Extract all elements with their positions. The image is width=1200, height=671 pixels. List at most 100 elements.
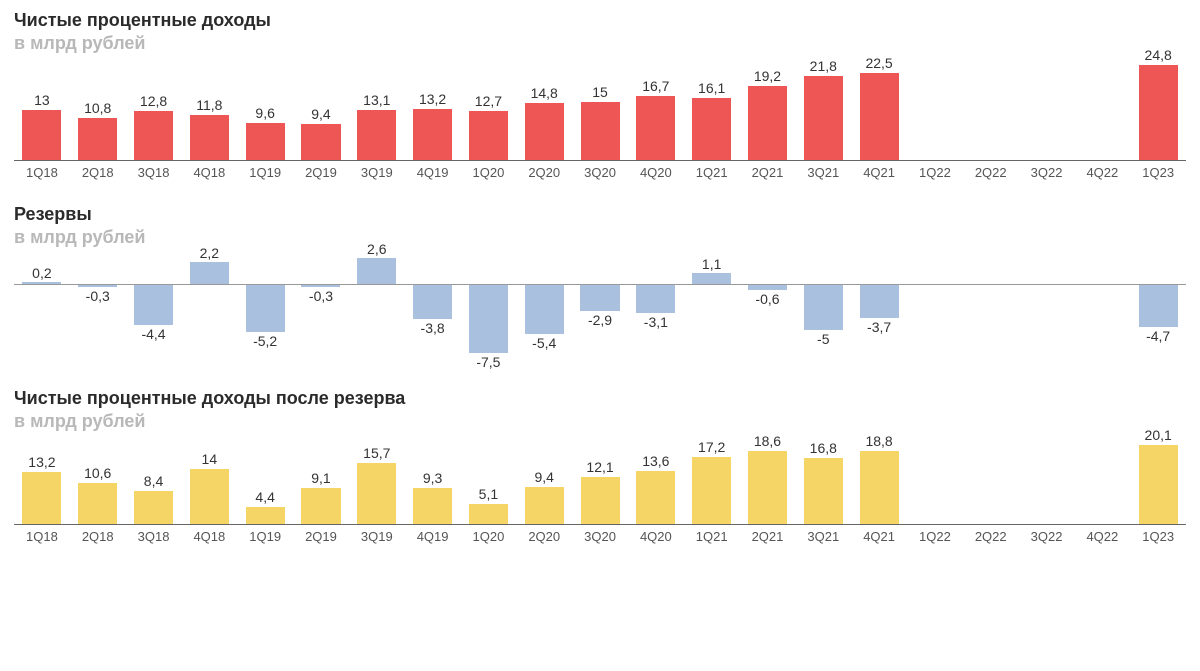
bar <box>22 110 61 160</box>
bar <box>748 451 787 524</box>
x-axis-label: 2Q21 <box>740 525 796 544</box>
x-axis-label: 2Q21 <box>740 161 796 180</box>
bar-value-label: 12,8 <box>140 93 167 109</box>
bar <box>190 262 229 284</box>
bar-col: 13,2 <box>14 438 70 524</box>
bar-value-label: 18,6 <box>754 433 781 449</box>
bar-value-label: -0,6 <box>755 291 779 307</box>
x-axis-label: 4Q18 <box>181 161 237 180</box>
bar-col: 19,2 <box>740 60 796 160</box>
bar-value-label: -2,9 <box>588 312 612 328</box>
bar-col: 11,8 <box>181 60 237 160</box>
bar <box>860 451 899 524</box>
bar-value-label: 19,2 <box>754 68 781 84</box>
bar-col: 14 <box>181 438 237 524</box>
bar-value-label: 9,4 <box>311 106 330 122</box>
x-axis-label: 1Q18 <box>14 161 70 180</box>
bar-col: 9,6 <box>237 60 293 160</box>
chart-subtitle: в млрд рублей <box>14 411 1186 432</box>
x-axis-label: 1Q18 <box>14 525 70 544</box>
x-axis-label: 1Q20 <box>461 525 517 544</box>
zero-axis <box>14 284 1186 285</box>
x-axis-label: 3Q22 <box>1019 161 1075 180</box>
bar-col: 15,7 <box>349 438 405 524</box>
bar-col <box>963 60 1019 160</box>
bar-value-label: -7,5 <box>476 354 500 370</box>
bar-col: 12,7 <box>461 60 517 160</box>
bar-col: 24,8 <box>1130 60 1186 160</box>
bars-row: 13,210,68,4144,49,115,79,35,19,412,113,6… <box>14 438 1186 524</box>
bar <box>804 76 843 160</box>
bar-col: 18,8 <box>851 438 907 524</box>
chart-title: Чистые процентные доходы после резерва <box>14 388 1186 409</box>
bar-col: 12,8 <box>126 60 182 160</box>
bar-value-label: 16,8 <box>810 440 837 456</box>
bar-col: 22,5 <box>851 60 907 160</box>
bar-value-label: -0,3 <box>309 288 333 304</box>
bar-value-label: 24,8 <box>1145 47 1172 63</box>
bar-value-label: -3,7 <box>867 319 891 335</box>
bar-value-label: 9,1 <box>311 470 330 486</box>
bar-value-label: 9,3 <box>423 470 442 486</box>
bar-value-label: 9,4 <box>534 469 553 485</box>
x-axis-label: 1Q21 <box>684 161 740 180</box>
bar <box>469 284 508 353</box>
bar-value-label: 21,8 <box>810 58 837 74</box>
bar-col: 13,1 <box>349 60 405 160</box>
bar-col: 5,1 <box>461 438 517 524</box>
x-axis-label: 2Q22 <box>963 161 1019 180</box>
bar <box>301 488 340 524</box>
x-axis-label: 3Q22 <box>1019 525 1075 544</box>
chart-title: Резервы <box>14 204 1186 225</box>
x-axis-label: 3Q18 <box>126 525 182 544</box>
bar-col: -2,9 <box>572 254 628 358</box>
bar <box>357 110 396 160</box>
bar-value-label: 5,1 <box>479 486 498 502</box>
x-axis-label: 2Q19 <box>293 161 349 180</box>
bar-col: 9,3 <box>405 438 461 524</box>
bar-col <box>907 254 963 358</box>
chart2: Резервыв млрд рублей0,2-0,3-4,42,2-5,2-0… <box>14 204 1186 358</box>
bar-value-label: -3,1 <box>644 314 668 330</box>
x-axis-label: 1Q19 <box>237 525 293 544</box>
bar <box>581 477 620 524</box>
bar-value-label: 14,8 <box>531 85 558 101</box>
chart1: Чистые процентные доходыв млрд рублей131… <box>14 10 1186 180</box>
bar-col: 12,1 <box>572 438 628 524</box>
bar-col: 13,6 <box>628 438 684 524</box>
bar-value-label: 18,8 <box>865 433 892 449</box>
bar-value-label: 16,7 <box>642 78 669 94</box>
bar <box>525 487 564 524</box>
bar <box>134 111 173 160</box>
bar-value-label: 17,2 <box>698 439 725 455</box>
x-axis-label: 3Q21 <box>795 161 851 180</box>
bar <box>804 458 843 524</box>
bar <box>246 284 285 332</box>
bar <box>413 488 452 524</box>
bar-value-label: 20,1 <box>1145 427 1172 443</box>
bar-value-label: 15,7 <box>363 445 390 461</box>
bar-col: 16,7 <box>628 60 684 160</box>
bar <box>469 111 508 160</box>
bar-value-label: -0,3 <box>86 288 110 304</box>
x-axis-label: 1Q22 <box>907 161 963 180</box>
bar-value-label: -5,2 <box>253 333 277 349</box>
x-axis-label: 2Q18 <box>70 161 126 180</box>
bar-col <box>963 254 1019 358</box>
bar-col: -5,4 <box>516 254 572 358</box>
bar-col: 4,4 <box>237 438 293 524</box>
bar <box>692 98 731 160</box>
bar <box>636 471 675 524</box>
bar <box>580 284 619 311</box>
bar-col: 21,8 <box>795 60 851 160</box>
bar-value-label: 2,6 <box>367 241 386 257</box>
bar-col: 10,8 <box>70 60 126 160</box>
bar-col: -5 <box>795 254 851 358</box>
bar <box>748 86 787 160</box>
bar-value-label: 16,1 <box>698 80 725 96</box>
x-axis-label: 2Q22 <box>963 525 1019 544</box>
bar-value-label: 13,2 <box>419 91 446 107</box>
x-axis-label: 3Q21 <box>795 525 851 544</box>
x-axis-label: 2Q19 <box>293 525 349 544</box>
bar <box>190 469 229 524</box>
